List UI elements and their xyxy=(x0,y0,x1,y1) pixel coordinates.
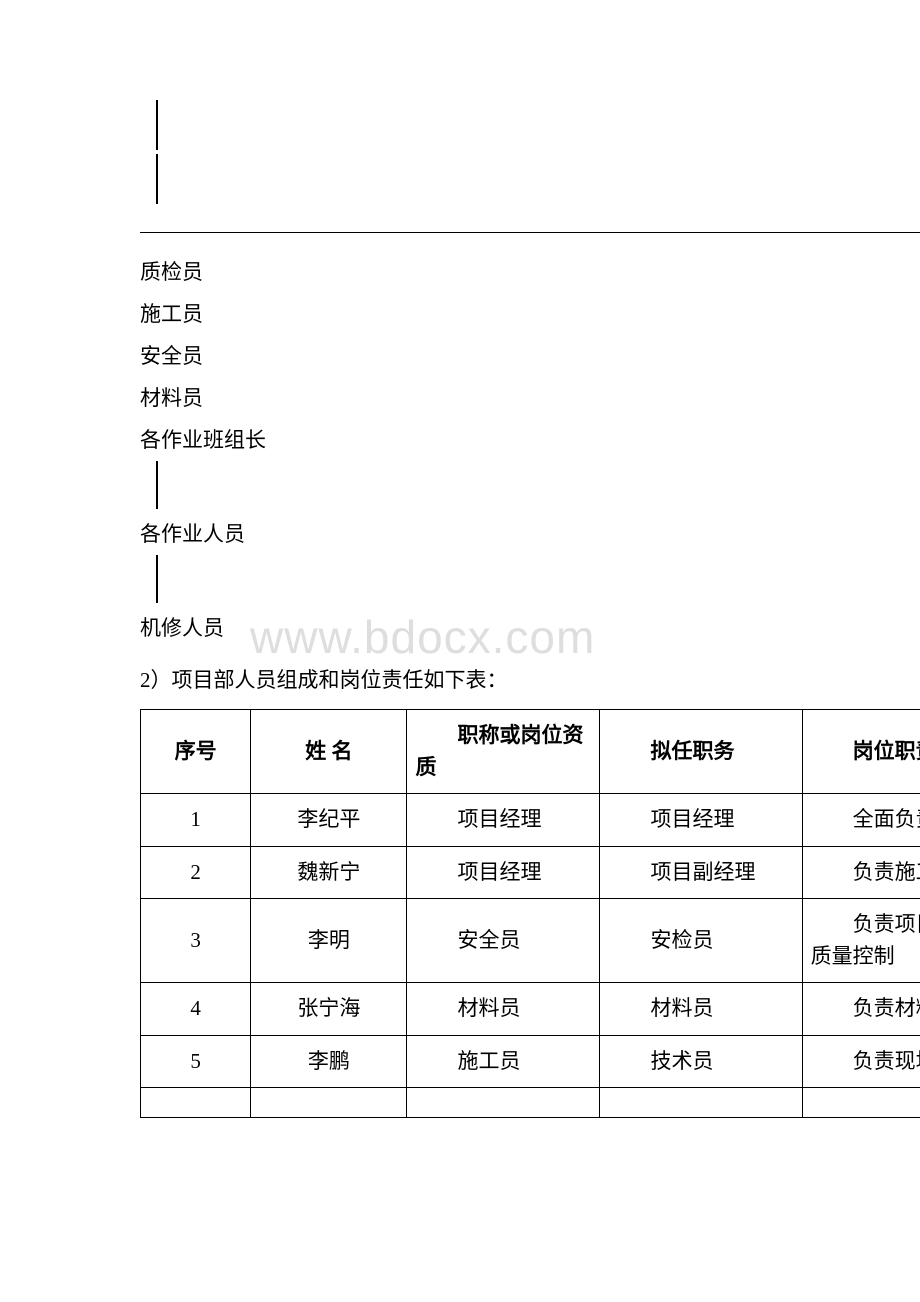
table-row: 2 魏新宁 项目经理 项目副经理 负责施工生产和安全 xyxy=(141,846,920,899)
role-item: 各作业班组长 xyxy=(140,419,920,461)
table-header-title: 职称或岗位资质 xyxy=(407,710,600,794)
table-cell-duty: 负责项目工程安全及质量控制 xyxy=(802,899,920,983)
vertical-divider xyxy=(156,555,920,603)
table-row-empty xyxy=(141,1088,920,1118)
table-cell-duty: 全面负责项目管理 xyxy=(802,794,920,847)
table-cell-seq: 4 xyxy=(141,983,251,1036)
table-cell-name: 魏新宁 xyxy=(251,846,407,899)
vertical-divider xyxy=(156,100,920,150)
table-cell-seq: 2 xyxy=(141,846,251,899)
table-row: 1 李纪平 项目经理 项目经理 全面负责项目管理 xyxy=(141,794,920,847)
table-cell-empty xyxy=(407,1088,600,1118)
table-cell-empty xyxy=(802,1088,920,1118)
table-cell-position: 技术员 xyxy=(600,1035,802,1088)
table-cell-seq: 3 xyxy=(141,899,251,983)
table-header-row: 序号 姓 名 职称或岗位资质 拟任职务 岗位职责 xyxy=(141,710,920,794)
table-cell-title: 材料员 xyxy=(407,983,600,1036)
role-item: 质检员 xyxy=(140,251,920,293)
personnel-table: 序号 姓 名 职称或岗位资质 拟任职务 岗位职责 1 李纪平 项目经理 项目经理… xyxy=(140,709,920,1118)
table-cell-duty: 负责施工生产和安全 xyxy=(802,846,920,899)
document-content: 质检员 施工员 安全员 材料员 各作业班组长 各作业人员 机修人员 2）项目部人… xyxy=(140,100,920,1118)
table-row: 4 张宁海 材料员 材料员 负责材料采购 xyxy=(141,983,920,1036)
table-cell-position: 安检员 xyxy=(600,899,802,983)
role-item: 各作业人员 xyxy=(140,513,920,555)
section-heading: 2）项目部人员组成和岗位责任如下表： xyxy=(140,659,920,701)
table-cell-seq: 1 xyxy=(141,794,251,847)
table-row: 3 李明 安全员 安检员 负责项目工程安全及质量控制 xyxy=(141,899,920,983)
table-cell-duty: 负责现场技术 xyxy=(802,1035,920,1088)
table-row: 5 李鹏 施工员 技术员 负责现场技术 xyxy=(141,1035,920,1088)
table-cell-empty xyxy=(141,1088,251,1118)
table-cell-position: 项目副经理 xyxy=(600,846,802,899)
personnel-table-container: 序号 姓 名 职称或岗位资质 拟任职务 岗位职责 1 李纪平 项目经理 项目经理… xyxy=(140,709,920,1118)
vertical-divider xyxy=(156,461,920,509)
table-header-seq: 序号 xyxy=(141,710,251,794)
table-header-position: 拟任职务 xyxy=(600,710,802,794)
role-item: 材料员 xyxy=(140,377,920,419)
table-cell-name: 张宁海 xyxy=(251,983,407,1036)
role-item: 安全员 xyxy=(140,335,920,377)
table-cell-position: 材料员 xyxy=(600,983,802,1036)
table-cell-name: 李鹏 xyxy=(251,1035,407,1088)
table-cell-title: 项目经理 xyxy=(407,846,600,899)
table-cell-name: 李明 xyxy=(251,899,407,983)
table-cell-empty xyxy=(600,1088,802,1118)
table-cell-position: 项目经理 xyxy=(600,794,802,847)
vertical-divider xyxy=(156,154,920,204)
table-cell-title: 施工员 xyxy=(407,1035,600,1088)
table-header-duty: 岗位职责 xyxy=(802,710,920,794)
table-cell-empty xyxy=(251,1088,407,1118)
role-item: 施工员 xyxy=(140,293,920,335)
table-cell-title: 安全员 xyxy=(407,899,600,983)
horizontal-divider xyxy=(140,232,920,233)
role-item: 机修人员 xyxy=(140,607,920,649)
table-cell-duty: 负责材料采购 xyxy=(802,983,920,1036)
table-cell-name: 李纪平 xyxy=(251,794,407,847)
table-cell-title: 项目经理 xyxy=(407,794,600,847)
table-cell-seq: 5 xyxy=(141,1035,251,1088)
table-header-name: 姓 名 xyxy=(251,710,407,794)
